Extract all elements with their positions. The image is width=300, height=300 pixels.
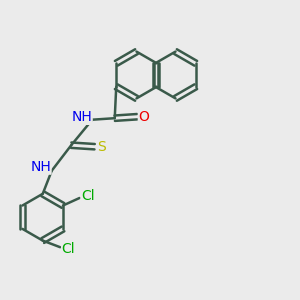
Text: NH: NH [71,110,92,124]
Text: Cl: Cl [62,242,75,256]
Text: O: O [138,110,149,124]
Text: NH: NH [30,160,51,174]
Text: Cl: Cl [81,190,95,203]
Text: S: S [97,140,106,154]
